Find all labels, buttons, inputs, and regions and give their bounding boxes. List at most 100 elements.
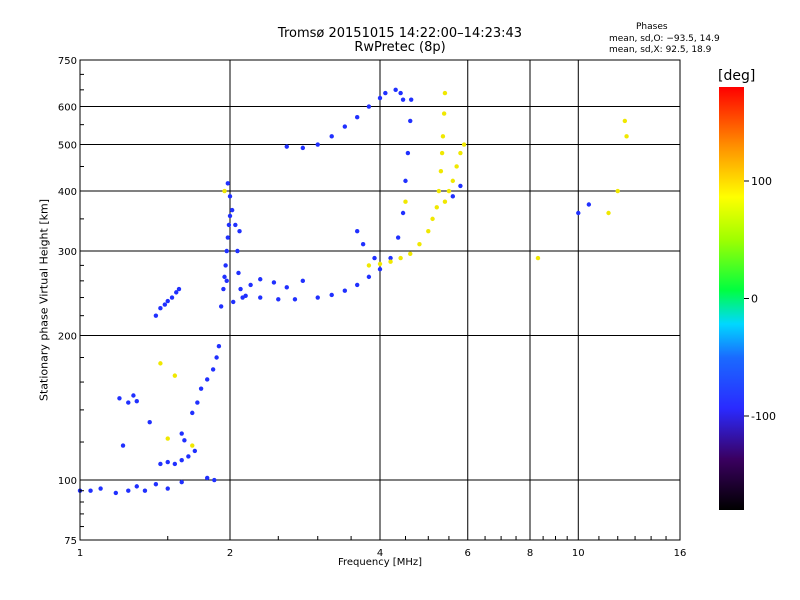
data-point — [147, 419, 152, 425]
data-point — [442, 90, 448, 96]
chart-subtitle: RwPretec (8p) — [354, 40, 446, 55]
data-point — [454, 164, 459, 169]
data-point — [271, 280, 277, 285]
data-point — [388, 259, 393, 264]
data-point — [329, 134, 334, 139]
data-point — [182, 438, 187, 443]
data-point — [606, 210, 611, 216]
data-point — [366, 274, 372, 280]
y-tick-label: 400 — [58, 187, 77, 198]
data-point — [88, 488, 93, 493]
data-point — [117, 396, 122, 401]
data-point — [113, 490, 119, 496]
data-point — [436, 188, 442, 194]
data-point — [398, 255, 403, 261]
y-tick-label: 75 — [64, 536, 77, 547]
data-point — [179, 431, 184, 436]
data-point — [405, 150, 411, 156]
y-tick-label: 500 — [58, 141, 77, 152]
phase-header: Phases — [636, 22, 668, 32]
data-point — [190, 410, 195, 416]
data-point — [366, 263, 372, 268]
data-point — [165, 486, 170, 491]
phase-x-stats: mean, sd,X: 92.5, 18.9 — [609, 45, 712, 55]
data-point — [366, 104, 372, 109]
colorbar-tick-label: -100 — [751, 410, 776, 423]
data-point — [98, 486, 103, 491]
data-point — [430, 216, 435, 222]
phase-o-stats: mean, sd,O: −93.5, 14.9 — [609, 34, 720, 44]
data-point — [186, 454, 191, 459]
data-point — [165, 298, 170, 304]
data-point — [224, 248, 229, 254]
data-point — [227, 194, 233, 199]
data-point — [126, 400, 131, 405]
y-tick-label: 600 — [58, 103, 77, 114]
data-point — [174, 290, 179, 295]
data-point — [131, 393, 136, 398]
x-tick-label: 10 — [572, 548, 585, 559]
data-point — [195, 400, 200, 405]
data-point — [398, 90, 403, 96]
colorbar-tick-label: 100 — [751, 175, 772, 188]
data-point — [229, 207, 235, 213]
data-point — [400, 97, 406, 102]
data-point — [284, 144, 289, 149]
x-axis-label: Frequency [MHz] — [337, 557, 423, 568]
x-tick-label: 2 — [227, 548, 233, 559]
data-point — [450, 194, 456, 199]
data-point — [377, 266, 383, 272]
data-point — [134, 484, 139, 489]
data-point — [158, 306, 163, 311]
data-point — [158, 361, 163, 366]
data-point — [329, 292, 334, 298]
x-tick-label: 8 — [527, 548, 533, 559]
data-point — [342, 288, 348, 293]
data-point — [204, 377, 210, 382]
data-point — [231, 299, 236, 305]
data-point — [434, 205, 439, 210]
data-point — [243, 293, 248, 298]
data-point — [441, 111, 447, 116]
axis-ticks: 1 2 4 6 8 10 16 75 100 200 300 400 500 600 750 — [58, 56, 686, 559]
data-point — [222, 188, 227, 194]
data-point — [258, 277, 263, 282]
data-point — [315, 295, 320, 300]
data-point — [153, 482, 159, 487]
data-point — [400, 210, 406, 216]
data-point — [142, 488, 148, 493]
data-point — [179, 457, 184, 463]
x-tick-label: 1 — [77, 548, 83, 559]
data-point — [210, 367, 216, 372]
data-point — [227, 213, 233, 219]
data-point — [134, 398, 139, 404]
data-point — [120, 443, 126, 448]
data-point — [223, 263, 228, 268]
data-point — [458, 150, 463, 156]
x-tick-label: 4 — [377, 548, 383, 559]
data-point — [238, 286, 243, 292]
grid-lines — [80, 60, 680, 540]
data-point — [225, 235, 231, 240]
data-point — [440, 134, 446, 139]
data-point — [417, 241, 422, 247]
data-point — [403, 178, 408, 184]
data-point — [233, 222, 238, 228]
data-point — [439, 150, 445, 156]
data-point — [284, 285, 289, 290]
colorbar-unit-label: [deg] — [718, 68, 756, 84]
data-point — [158, 461, 163, 467]
data-point — [403, 199, 408, 204]
data-point — [388, 255, 393, 261]
data-point — [393, 87, 398, 93]
data-point — [438, 168, 444, 174]
data-point — [248, 282, 253, 288]
x-tick-label: 6 — [465, 548, 471, 559]
data-point — [198, 386, 204, 391]
data-point — [360, 241, 366, 247]
chart-title: Tromsø 20151015 14:22:00–14:23:43 — [277, 26, 523, 41]
data-point — [153, 313, 159, 318]
data-point — [162, 302, 168, 307]
data-point — [224, 278, 229, 284]
y-tick-label: 100 — [58, 476, 77, 487]
